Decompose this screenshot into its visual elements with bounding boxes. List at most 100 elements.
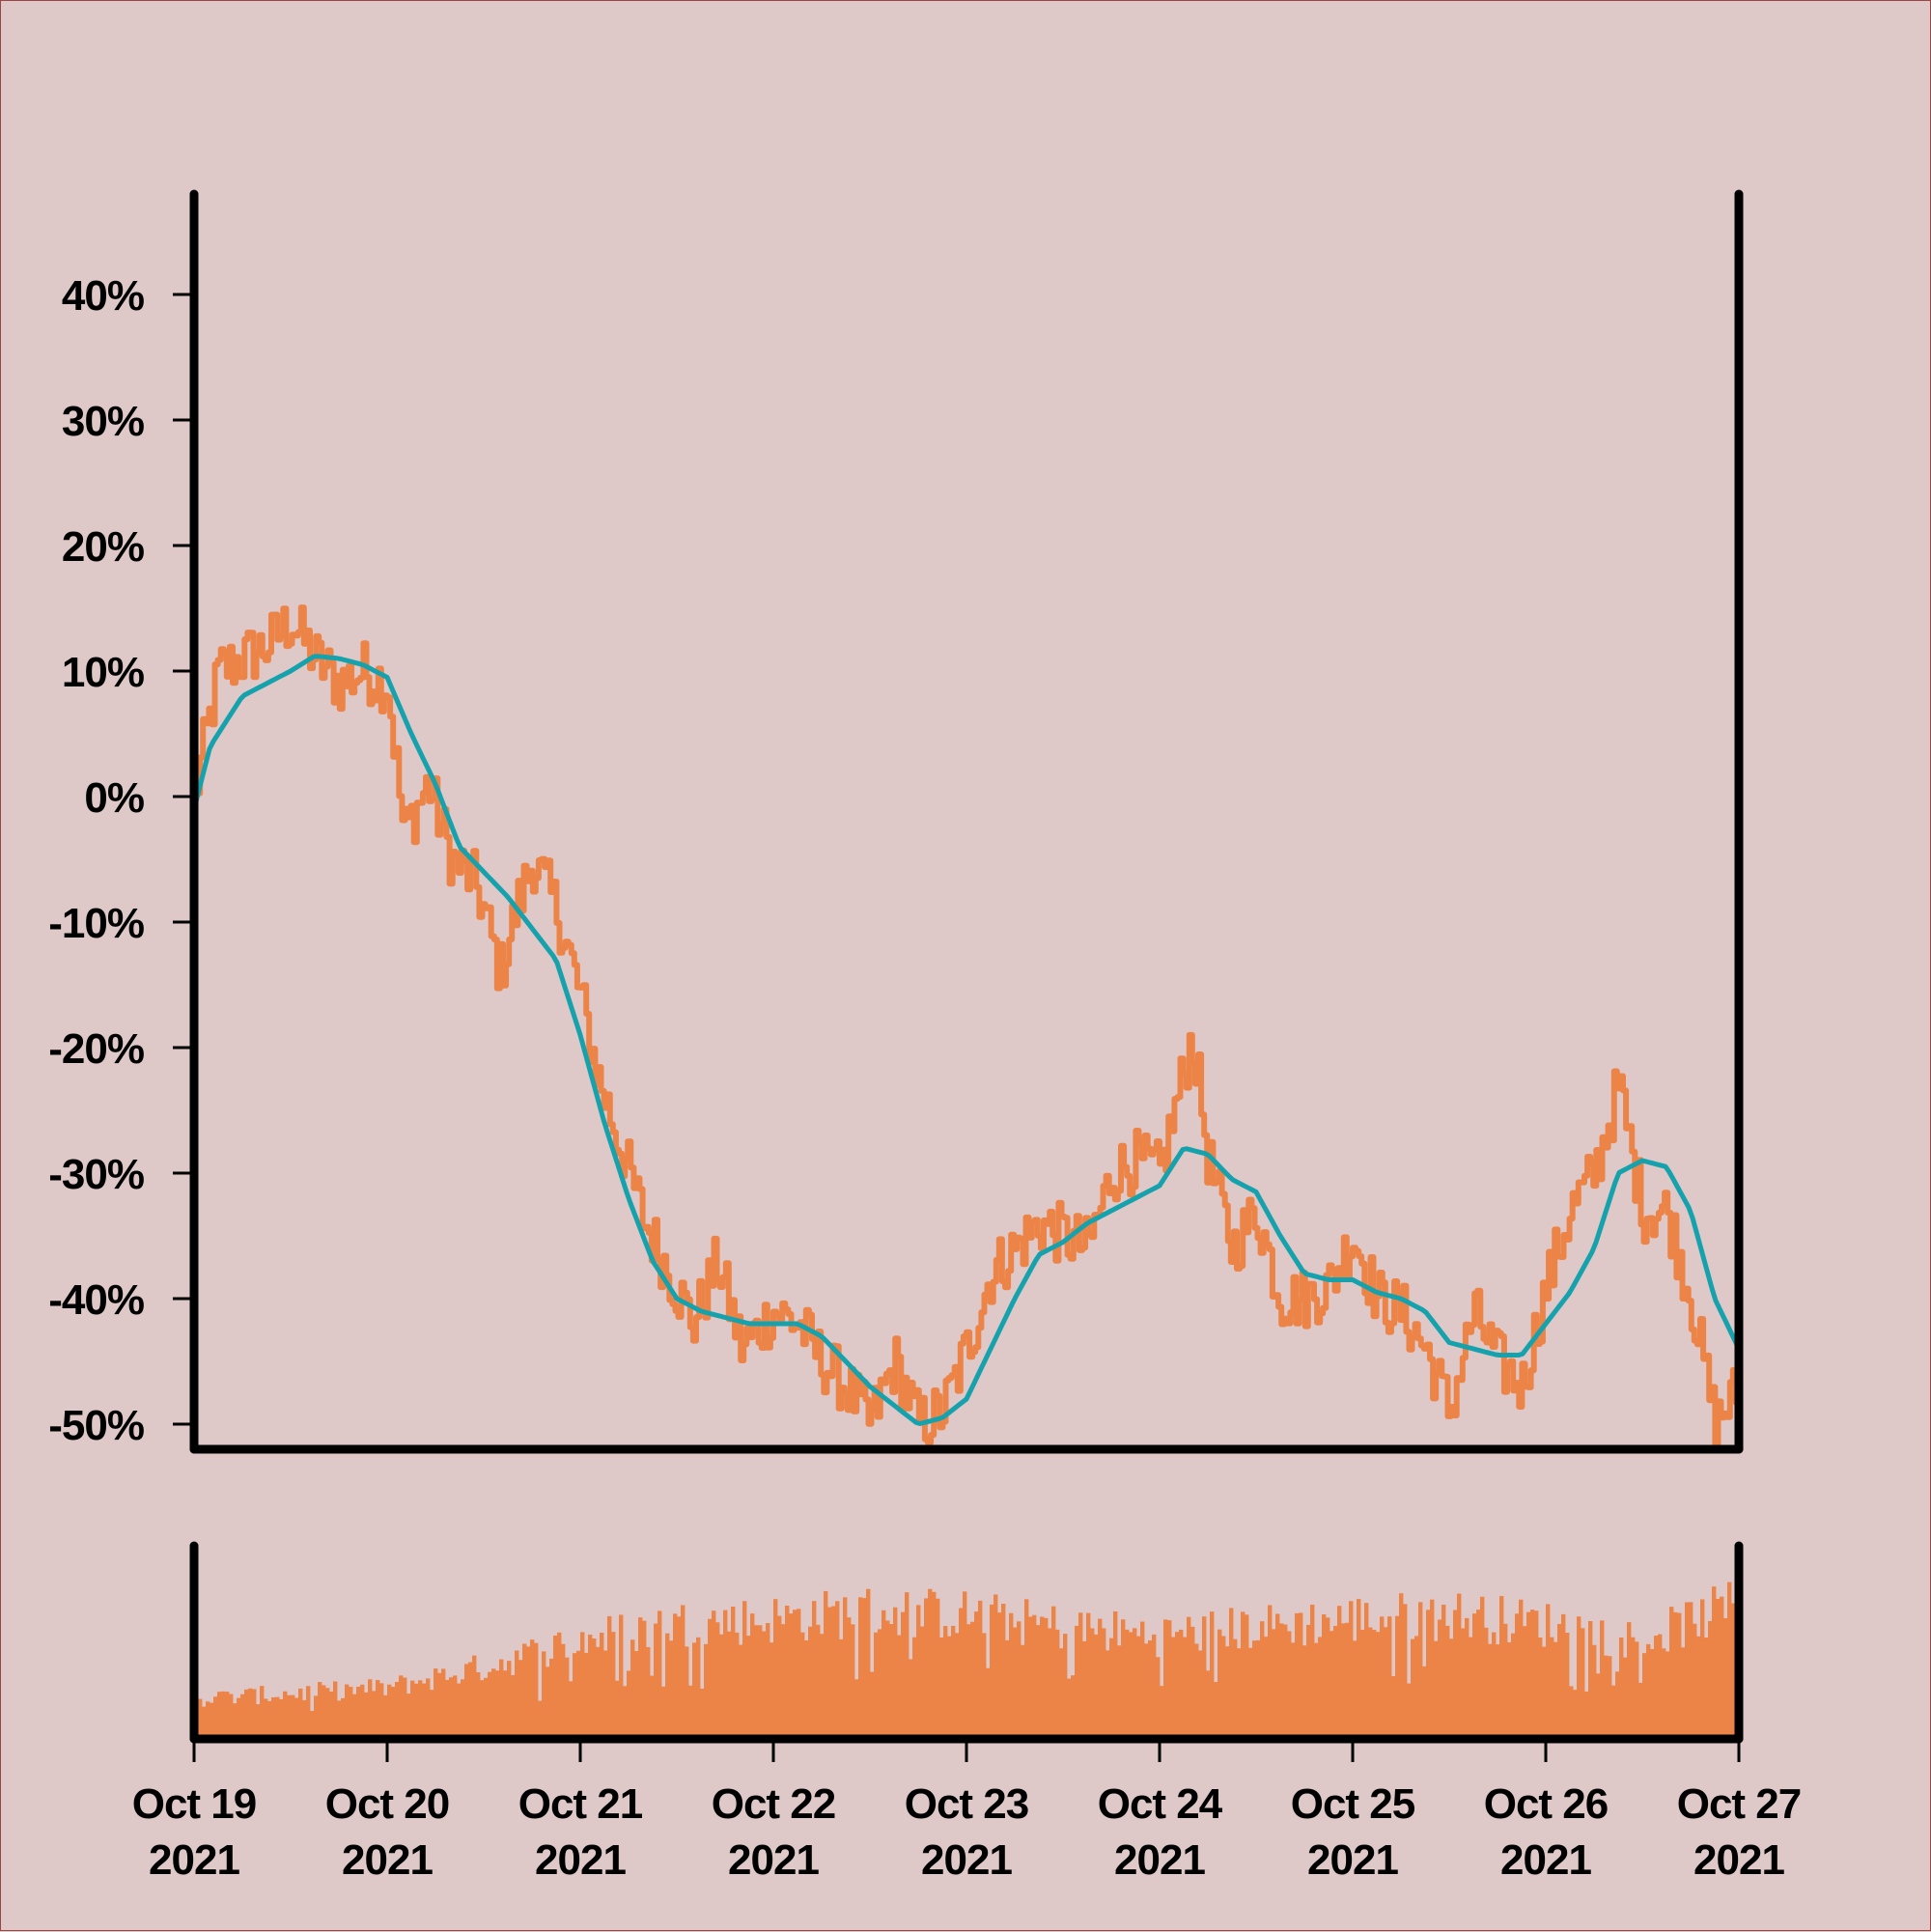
volume-bar bbox=[584, 1652, 589, 1739]
volume-bar bbox=[426, 1678, 431, 1739]
volume-bar bbox=[997, 1612, 1002, 1739]
volume-bar bbox=[1144, 1643, 1149, 1739]
volume-bar bbox=[1075, 1625, 1079, 1739]
volume-bar bbox=[565, 1657, 570, 1739]
volume-bar bbox=[1584, 1691, 1589, 1739]
volume-bar bbox=[449, 1677, 454, 1739]
volume-bar bbox=[1685, 1602, 1690, 1739]
volume-bar bbox=[229, 1694, 234, 1739]
volume-bar bbox=[1511, 1633, 1516, 1739]
volume-bar bbox=[1689, 1602, 1693, 1739]
volume-bar bbox=[812, 1601, 817, 1739]
volume-bar bbox=[1272, 1629, 1276, 1739]
volume-bar bbox=[874, 1632, 879, 1739]
volume-bar bbox=[1252, 1640, 1257, 1739]
volume-bar bbox=[816, 1624, 821, 1739]
volume-bar bbox=[1148, 1639, 1153, 1739]
volume-bar bbox=[418, 1680, 423, 1739]
volume-bar bbox=[978, 1600, 983, 1739]
volume-bar bbox=[947, 1636, 952, 1739]
volume-bar bbox=[573, 1653, 577, 1739]
volume-bar bbox=[1279, 1623, 1284, 1739]
volume-bar bbox=[746, 1636, 751, 1739]
volume-bar bbox=[503, 1670, 508, 1739]
volume-bar bbox=[866, 1588, 871, 1739]
volume-bar bbox=[1233, 1638, 1238, 1739]
volume-bar bbox=[928, 1588, 933, 1739]
volume-bar bbox=[885, 1620, 890, 1739]
volume-bar bbox=[1422, 1666, 1427, 1739]
volume-bar bbox=[1333, 1625, 1338, 1739]
volume-bar bbox=[1202, 1616, 1207, 1739]
volume-bar bbox=[700, 1688, 705, 1739]
volume-bar bbox=[854, 1679, 859, 1739]
volume-bar bbox=[951, 1625, 956, 1739]
volume-bar bbox=[1229, 1608, 1234, 1739]
volume-bar bbox=[522, 1643, 527, 1739]
volume-bar bbox=[1696, 1636, 1701, 1739]
volume-bar bbox=[349, 1687, 353, 1739]
volume-bar bbox=[739, 1644, 743, 1739]
volume-bar bbox=[1449, 1638, 1454, 1739]
volume-bar bbox=[1152, 1634, 1157, 1739]
volume-bar bbox=[638, 1617, 643, 1739]
volume-bar bbox=[905, 1592, 910, 1739]
volume-bar bbox=[569, 1681, 574, 1739]
volume-bar bbox=[1376, 1632, 1381, 1739]
volume-bar bbox=[603, 1650, 608, 1739]
volume-bar bbox=[557, 1632, 562, 1739]
volume-bar bbox=[630, 1639, 635, 1739]
volume-bar bbox=[1693, 1623, 1697, 1739]
volume-bar bbox=[634, 1651, 639, 1739]
volume-bar bbox=[1105, 1650, 1110, 1739]
volume-bar bbox=[1380, 1616, 1385, 1739]
volume-bar bbox=[260, 1686, 265, 1739]
volume-bar bbox=[1731, 1603, 1736, 1739]
volume-bar bbox=[1357, 1599, 1361, 1739]
y-tick-label: -20% bbox=[48, 1025, 144, 1073]
volume-bar bbox=[970, 1621, 975, 1739]
volume-bar bbox=[862, 1598, 867, 1739]
volume-bar bbox=[993, 1594, 998, 1739]
volume-bar bbox=[213, 1696, 218, 1739]
volume-bar bbox=[974, 1611, 979, 1739]
volume-bar bbox=[843, 1597, 848, 1739]
volume-bar bbox=[1623, 1657, 1628, 1739]
volume-bar bbox=[708, 1618, 713, 1739]
volume-bar bbox=[1013, 1627, 1018, 1739]
volume-bar bbox=[870, 1671, 875, 1739]
volume-bar bbox=[1078, 1612, 1083, 1739]
volume-bar bbox=[1631, 1637, 1636, 1739]
volume-bar bbox=[1337, 1606, 1342, 1739]
volume-bar bbox=[403, 1677, 407, 1739]
volume-bar bbox=[955, 1633, 960, 1739]
volume-bar bbox=[1596, 1673, 1601, 1739]
volume-bar bbox=[1391, 1676, 1396, 1739]
volume-bar bbox=[294, 1697, 299, 1739]
volume-bar bbox=[1187, 1616, 1191, 1739]
volume-bar bbox=[561, 1643, 566, 1739]
volume-bar bbox=[1399, 1593, 1404, 1739]
volume-bar bbox=[542, 1651, 546, 1739]
volume-bar bbox=[553, 1635, 558, 1739]
volume-bar bbox=[1129, 1632, 1133, 1739]
price-series-line bbox=[194, 604, 1739, 1449]
volume-bar bbox=[1341, 1623, 1346, 1739]
volume-bar bbox=[549, 1658, 554, 1739]
volume-bar bbox=[1048, 1628, 1052, 1739]
volume-bar bbox=[1445, 1625, 1450, 1739]
volume-bar bbox=[1156, 1657, 1161, 1739]
volume-bar bbox=[1426, 1610, 1431, 1739]
volume-bar bbox=[1465, 1617, 1469, 1739]
volume-bar bbox=[754, 1625, 759, 1739]
volume-bar bbox=[897, 1635, 902, 1739]
volume-bar bbox=[1499, 1596, 1504, 1739]
volume-bar bbox=[704, 1643, 709, 1739]
volume-bar bbox=[742, 1601, 747, 1739]
volume-bar bbox=[723, 1610, 728, 1739]
volume-bar bbox=[368, 1679, 373, 1739]
volume-bar bbox=[889, 1624, 894, 1739]
volume-bar bbox=[248, 1688, 253, 1739]
volume-bar bbox=[600, 1633, 604, 1739]
volume-bar bbox=[395, 1681, 400, 1739]
